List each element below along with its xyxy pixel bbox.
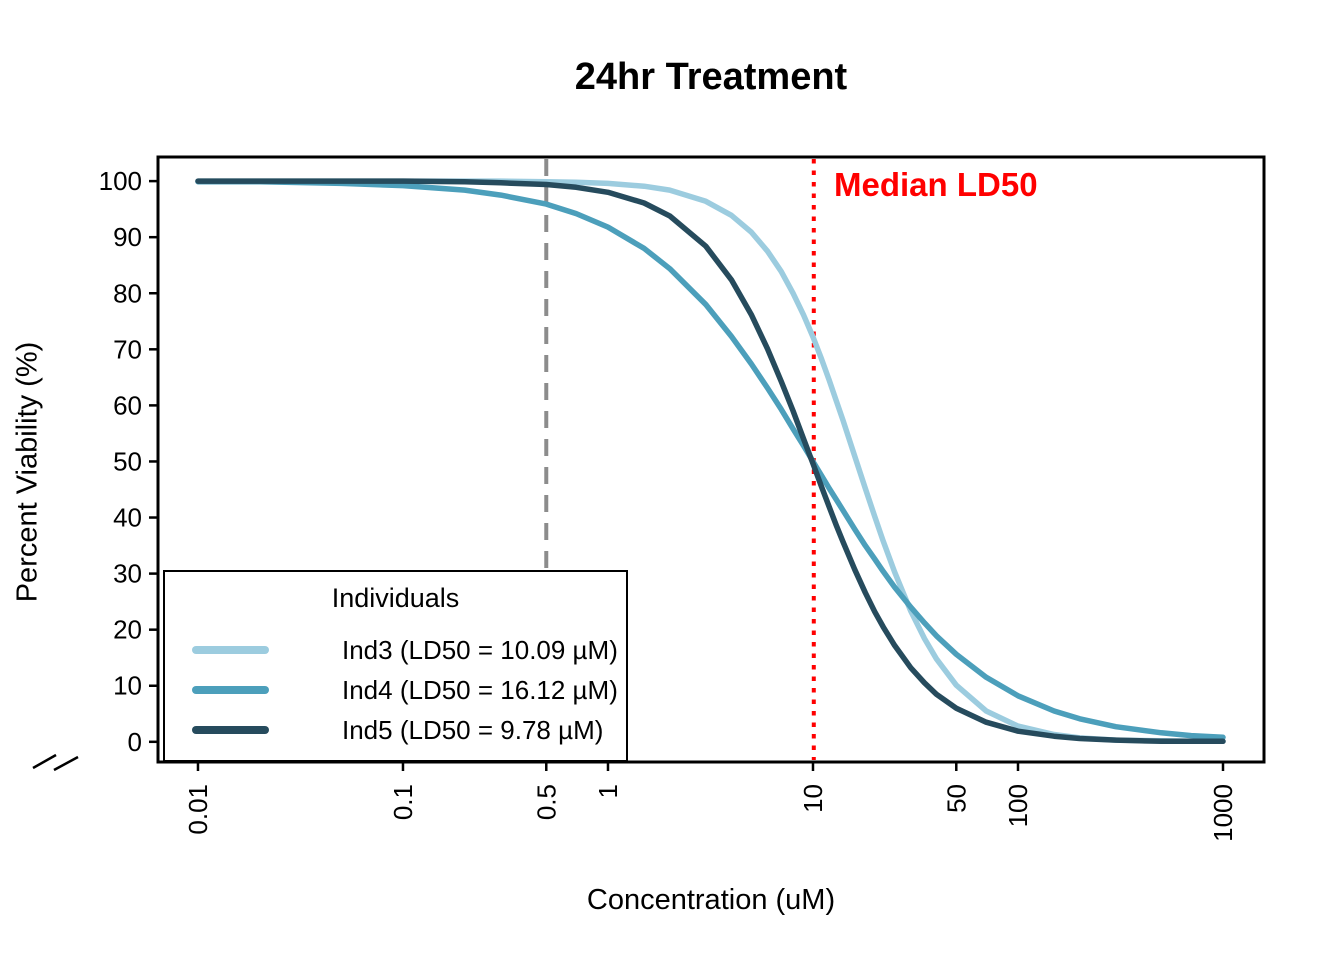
curve-ind4 [195, 178, 1226, 741]
y-tick-label: 10 [113, 671, 142, 701]
legend-label-ind4: Ind4 (LD50 = 16.12 µM) [342, 674, 618, 705]
x-tick-label: 0.1 [388, 784, 418, 820]
x-tick-label: 10 [798, 784, 828, 813]
legend-box: Individuals Ind3 (LD50 = 10.09 µM) Ind4 … [163, 570, 628, 762]
legend-swatch-ind3-line [192, 646, 269, 654]
x-tick-label: 0.01 [183, 784, 213, 835]
curve-ind5 [195, 178, 1226, 745]
x-tick-label: 50 [941, 784, 971, 813]
y-tick-label: 50 [113, 446, 142, 476]
x-axis-title: Concentration (uM) [586, 884, 836, 916]
plot-border [156, 155, 1266, 764]
y-tick-label: 40 [113, 503, 142, 533]
chart-title: 24hr Treatment [574, 56, 848, 98]
y-tick-label: 0 [128, 727, 142, 757]
y-tick-label: 100 [99, 166, 142, 196]
legend-swatch-ind5-line [192, 726, 269, 734]
legend-swatch-ind4-line [192, 686, 269, 694]
axis-break-icon [32, 753, 57, 770]
y-tick-label: 70 [113, 334, 142, 364]
legend-item-ind3: Ind3 (LD50 = 10.09 µM) [165, 630, 626, 670]
y-tick-label: 60 [113, 390, 142, 420]
x-tick-label: 0.5 [531, 784, 561, 820]
y-tick-label: 80 [113, 278, 142, 308]
x-tick-label: 1000 [1208, 784, 1238, 842]
legend-item-ind5: Ind5 (LD50 = 9.78 µM) [165, 710, 626, 750]
median-ld50-annotation: Median LD50 [834, 166, 1038, 203]
axis-break-icon [53, 755, 79, 772]
y-tick-label: 20 [113, 615, 142, 645]
y-tick-label: 90 [113, 222, 142, 252]
curve-ind3 [195, 178, 1226, 745]
x-tick-label: 100 [1003, 784, 1033, 827]
y-tick-label: 30 [113, 559, 142, 589]
legend-label-ind3: Ind3 (LD50 = 10.09 µM) [342, 634, 618, 665]
y-axis-title: Percent Viability (%) [11, 341, 44, 603]
legend-label-ind5: Ind5 (LD50 = 9.78 µM) [342, 714, 604, 745]
legend-title: Individuals [331, 583, 460, 613]
legend-item-ind4: Ind4 (LD50 = 16.12 µM) [165, 670, 626, 710]
x-tick-label: 1 [593, 784, 623, 798]
